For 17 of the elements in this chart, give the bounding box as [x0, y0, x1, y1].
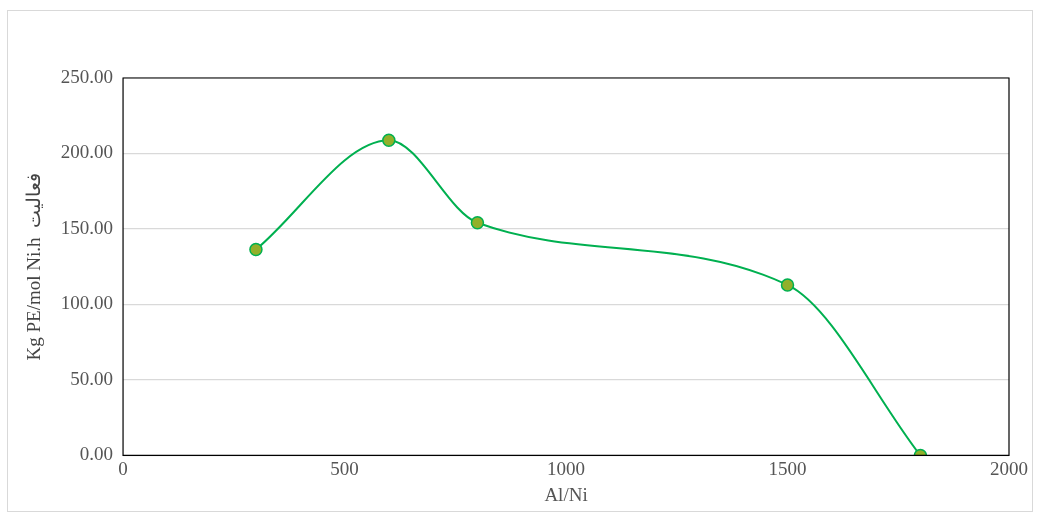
point [780, 278, 795, 292]
y-tick-label: 150.00 [60, 216, 114, 238]
point [382, 133, 396, 147]
y-axis-title: Kg PE/mol Ni.h فعالیت [23, 172, 45, 361]
y-tick-label: 100.00 [60, 292, 114, 314]
x-axis-title: Al/Ni [544, 483, 588, 505]
y-tick-label: 50.00 [70, 367, 114, 389]
x-tick-label: 1000 [547, 457, 586, 479]
x-tick-label: 2000 [990, 457, 1028, 479]
x-tick-label: 500 [330, 457, 359, 479]
y-tick-label: 200.00 [60, 141, 114, 163]
y-tick-label: 0.00 [79, 443, 114, 465]
x-tick-label: 0 [118, 457, 128, 479]
point [249, 242, 263, 257]
point [470, 216, 485, 230]
x-tick-label: 1500 [768, 457, 807, 479]
y-tick-label: 250.00 [60, 65, 114, 87]
